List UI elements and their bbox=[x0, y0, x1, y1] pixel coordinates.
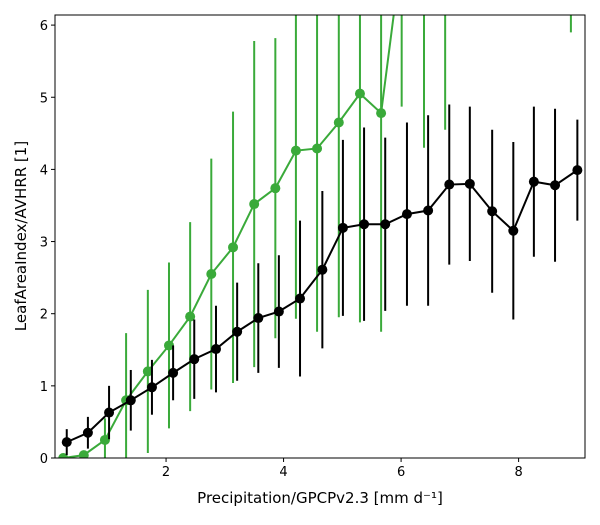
x-tick-label: 4 bbox=[279, 465, 287, 480]
data-point bbox=[401, 209, 412, 220]
data-point bbox=[61, 437, 72, 448]
data-point bbox=[58, 453, 69, 458]
data-point bbox=[444, 179, 455, 190]
data-point bbox=[78, 450, 89, 458]
y-tick-label: 2 bbox=[40, 308, 48, 323]
data-point bbox=[337, 222, 348, 233]
data-point bbox=[423, 205, 434, 216]
y-tick-label: 6 bbox=[40, 19, 48, 34]
data-point bbox=[168, 367, 179, 378]
x-axis-label: Precipitation/GPCPv2.3 [mm d⁻¹] bbox=[197, 489, 443, 507]
data-point bbox=[210, 344, 221, 355]
data-point bbox=[376, 108, 387, 119]
data-point bbox=[487, 206, 498, 217]
plot-frame bbox=[54, 14, 586, 459]
y-tick-label: 4 bbox=[40, 163, 48, 178]
data-point bbox=[232, 326, 243, 337]
x-tick-label: 8 bbox=[514, 465, 522, 480]
data-point bbox=[253, 313, 264, 324]
y-axis-label: LeafAreaIndex/AVHRR [1] bbox=[12, 141, 30, 331]
data-point bbox=[354, 88, 365, 99]
data-point bbox=[125, 395, 136, 406]
y-tick-label: 0 bbox=[40, 452, 48, 467]
data-point bbox=[185, 311, 196, 322]
data-point bbox=[464, 178, 475, 189]
data-point bbox=[99, 434, 110, 445]
data-point bbox=[359, 219, 370, 230]
data-point bbox=[317, 264, 328, 275]
y-tick-label: 5 bbox=[40, 91, 48, 106]
data-point bbox=[104, 407, 115, 418]
data-point bbox=[333, 117, 344, 128]
data-point bbox=[206, 269, 217, 280]
data-point bbox=[273, 306, 284, 317]
y-tick-label: 3 bbox=[40, 236, 48, 251]
data-point bbox=[508, 225, 519, 236]
data-point bbox=[290, 145, 301, 156]
data-point bbox=[82, 427, 93, 438]
x-tick-label: 2 bbox=[162, 465, 170, 480]
plot-area bbox=[58, 15, 583, 458]
data-point bbox=[312, 143, 323, 154]
data-point bbox=[572, 165, 583, 176]
data-point bbox=[146, 382, 157, 393]
data-point bbox=[163, 340, 174, 351]
data-point bbox=[249, 199, 260, 210]
data-point bbox=[270, 183, 281, 194]
data-point bbox=[380, 219, 391, 230]
data-point bbox=[228, 242, 239, 253]
y-tick-label: 1 bbox=[40, 380, 48, 395]
x-tick-label: 6 bbox=[397, 465, 405, 480]
data-point bbox=[550, 180, 561, 191]
data-point bbox=[528, 176, 539, 187]
data-point bbox=[142, 366, 153, 377]
data-point bbox=[295, 293, 306, 304]
data-point bbox=[189, 354, 200, 365]
